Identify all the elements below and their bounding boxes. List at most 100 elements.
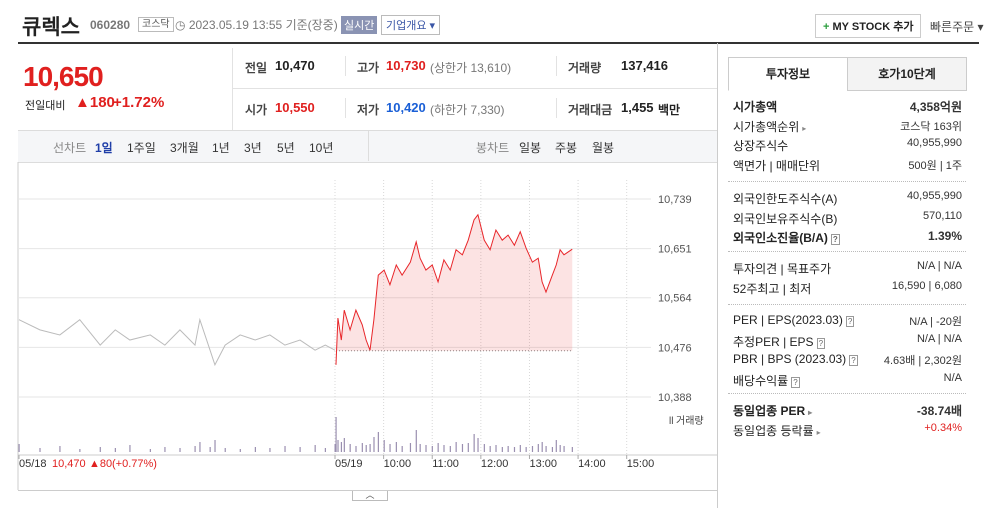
candle-option[interactable]: 주봉 (555, 141, 578, 155)
info-label-text: 추정PER | EPS (733, 334, 814, 349)
tab[interactable]: 호가10단계 (847, 57, 967, 91)
volume-bar (489, 446, 491, 452)
quick-order[interactable]: 빠른주문 ▾ (930, 20, 984, 34)
quote-value: 10,730 (386, 58, 426, 73)
footer-change-value: 80 (100, 458, 112, 470)
info-label: 상장주식수 (733, 137, 788, 154)
realtime-badge[interactable]: 실시간 (341, 16, 378, 34)
help-icon[interactable]: ? (791, 376, 800, 388)
volume-bar (39, 448, 41, 452)
volume-bar (455, 442, 457, 452)
volume-bar (337, 440, 339, 452)
quote-divider (556, 56, 557, 76)
volume-bar (431, 446, 433, 452)
volume-bar (343, 438, 345, 452)
quote-divider (345, 56, 346, 76)
volume-bar (551, 447, 554, 452)
volume-bar (299, 447, 301, 452)
info-label: 외국인보유주식수(B) (733, 210, 837, 227)
volume-bar (239, 449, 241, 452)
tab[interactable]: 투자정보 (728, 57, 848, 91)
footer-price: 10,470 (52, 458, 86, 470)
period-option[interactable]: 3년 (244, 141, 262, 155)
quote-label: 저가 (357, 103, 380, 117)
x-tick-label: 15:00 (627, 458, 655, 470)
my-stock-button[interactable]: + MY STOCK 추가 (815, 14, 922, 38)
quote-divider (556, 98, 557, 118)
info-label-text: 액면가 | 매매단위 (733, 158, 821, 173)
volume-bar (254, 447, 256, 452)
period-option[interactable]: 1일 (95, 141, 113, 155)
help-icon[interactable]: ? (845, 316, 855, 327)
volume-bar (349, 444, 351, 452)
volume-bar (114, 448, 116, 452)
timestamp: ◷ 2023.05.19 13:55 기준(장중) (175, 18, 338, 32)
volume-bar (334, 444, 336, 452)
company-menu-text: 기업개요 (386, 20, 427, 32)
y-tick-label: 10,476 (658, 342, 692, 354)
help-icon[interactable]: ? (849, 355, 858, 366)
timestamp-text: 2023.05.19 13:55 기준(장중) (188, 18, 338, 32)
period-option[interactable]: 10년 (309, 141, 334, 155)
section-divider (728, 181, 966, 182)
period-option[interactable]: 1주일 (127, 141, 156, 155)
info-label-text: 동일업종 PER (733, 404, 806, 418)
price-divider (232, 48, 233, 130)
change-rate: +1.72% (113, 94, 165, 111)
info-value: N/A (943, 371, 962, 384)
quote-label: 거래대금 (568, 103, 613, 117)
volume-bar (467, 443, 469, 452)
info-value: 4,358억원 (909, 100, 962, 114)
quote-note: (하한가 7,330) (430, 103, 505, 117)
info-value: 500원 | 1주 (908, 159, 962, 172)
candle-option[interactable]: 일봉 (519, 141, 542, 155)
help-icon[interactable]: ? (830, 234, 840, 245)
info-label: 투자의견 | 목표주가 (733, 260, 831, 277)
help-icon[interactable]: ? (816, 337, 826, 349)
info-value: 40,955,990 (906, 137, 962, 149)
quote-value: 10,420 (386, 100, 426, 115)
period-option[interactable]: 5년 (277, 141, 295, 155)
my-stock-text: MY STOCK 추가 (832, 21, 914, 33)
volume-bar (335, 417, 337, 452)
volume-bar (389, 444, 391, 452)
volume-bar (269, 448, 271, 452)
candle-option[interactable]: 월봉 (592, 141, 615, 155)
volume-bar (199, 442, 201, 452)
volume-bar (179, 448, 181, 452)
panel-border (717, 43, 718, 508)
plus-icon: + (823, 21, 830, 33)
info-label-text: PBR | BPS (2023.03) (733, 352, 847, 366)
volume-bar (383, 440, 385, 452)
info-value: 570,110 (923, 209, 962, 222)
info-label-text: 동일업종 등락률 (733, 423, 814, 438)
volume-bar (415, 430, 417, 452)
volume-bar (214, 440, 216, 452)
info-label: 추정PER | EPS? (733, 333, 826, 350)
info-label-text: 외국인소진율(B/A) (733, 231, 828, 245)
volume-bar (507, 446, 509, 452)
period-option[interactable]: 3개월 (170, 141, 199, 155)
info-value: 16,590 | 6,080 (891, 279, 962, 292)
info-label-text: 외국인한도주식수(A) (733, 192, 838, 206)
price-area (335, 214, 573, 365)
company-menu[interactable]: 기업개요 ▾ (381, 15, 441, 35)
info-label: 시가총액 (733, 98, 777, 115)
volume-bar (324, 448, 326, 452)
quote-label: 고가 (357, 61, 380, 75)
volume-bar (224, 448, 226, 452)
period-option[interactable]: 1년 (212, 141, 230, 155)
info-label-text: 배당수익률 (733, 373, 789, 388)
volume-bar (18, 444, 20, 452)
toolbar (18, 130, 717, 163)
volume-bar (99, 447, 101, 452)
current-price: 10,650 (23, 61, 104, 92)
price-chart: 10,739 10,651 10,564 10,476 10,388 05/18 05/19… (17, 162, 717, 490)
collapse-button[interactable]: ︿ (352, 491, 388, 501)
arrow-icon: ▸ (802, 123, 807, 133)
info-label-text: 시가총액 (733, 100, 778, 114)
quick-order-text: 빠른주문 (930, 20, 975, 34)
volume-bar (401, 446, 403, 452)
y-tick-label: 10,651 (658, 244, 692, 256)
info-label-text: PER | EPS(2023.03) (733, 313, 843, 327)
